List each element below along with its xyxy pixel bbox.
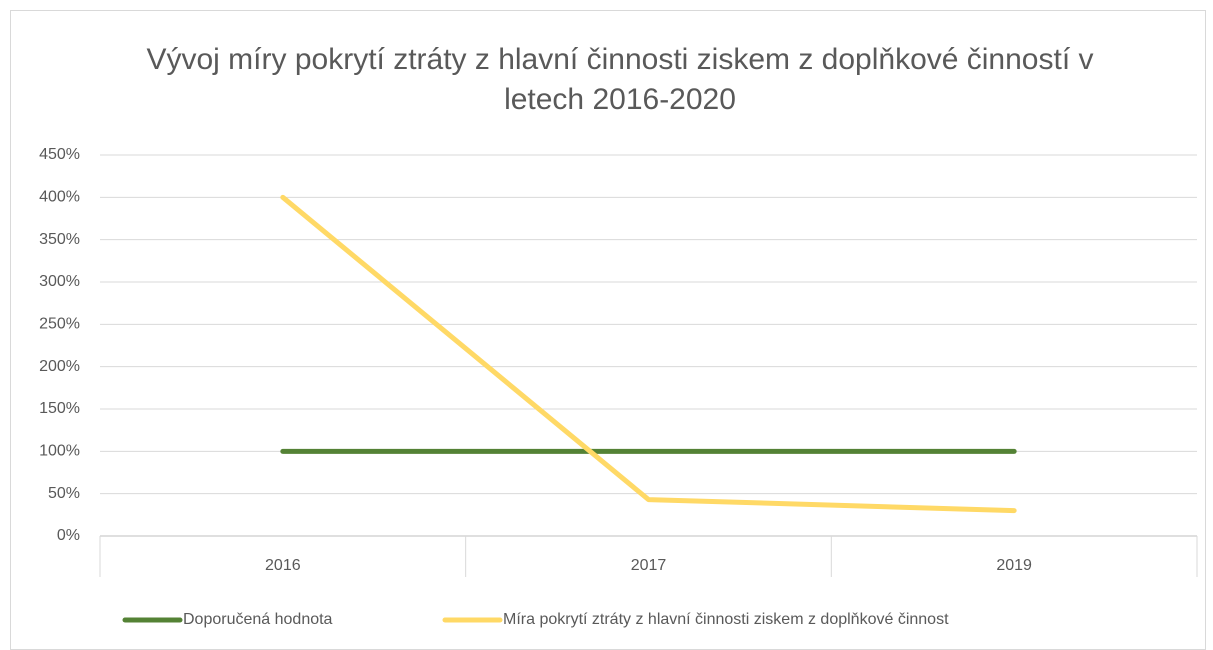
y-tick-label: 250% [39,316,80,333]
x-tick-label: 2019 [996,557,1032,574]
x-tick-label: 2017 [631,557,667,574]
y-tick-label: 100% [39,443,80,460]
y-tick-label: 200% [39,358,80,375]
y-tick-label: 400% [39,189,80,206]
y-tick-label: 300% [39,273,80,290]
y-tick-label: 150% [39,400,80,417]
legend-label: Doporučená hodnota [183,611,333,628]
chart-title: Vývoj míry pokrytí ztráty z hlavní činno… [146,43,1094,116]
legend-label: Míra pokrytí ztráty z hlavní činnosti zi… [503,611,949,628]
y-tick-label: 350% [39,231,80,248]
x-tick-label: 2016 [265,557,301,574]
y-tick-label: 450% [39,146,80,163]
y-tick-label: 50% [48,485,80,502]
line-series [280,194,1017,514]
y-tick-label: 0% [57,527,80,544]
